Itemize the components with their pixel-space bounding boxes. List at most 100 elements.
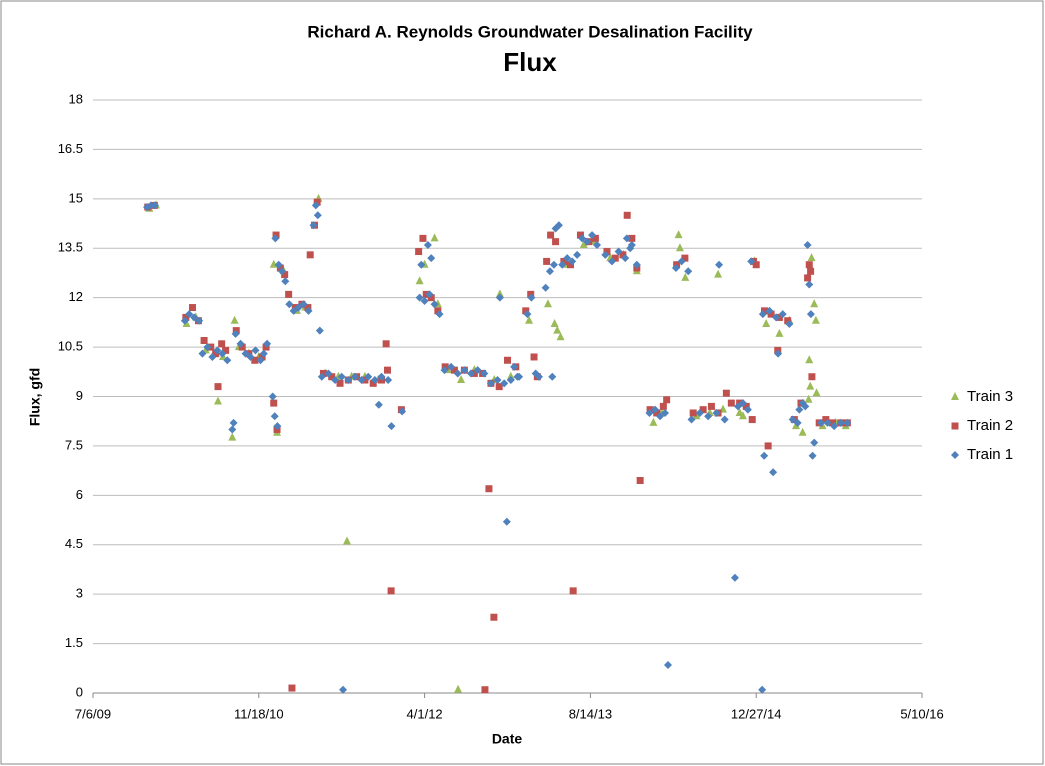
data-point [387, 422, 396, 431]
data-point [601, 250, 610, 259]
data-point [506, 371, 515, 380]
data-point [294, 303, 303, 312]
data-point [398, 407, 407, 416]
data-point [481, 686, 489, 694]
data-point [364, 372, 373, 381]
x-tick-label: 12/27/14 [731, 706, 782, 721]
data-point [382, 340, 390, 348]
data-point [278, 267, 287, 276]
data-point [270, 412, 279, 421]
data-point [288, 684, 296, 692]
data-point [467, 369, 476, 378]
data-point [500, 379, 509, 388]
data-point [681, 272, 690, 281]
data-point [545, 267, 554, 276]
data-point [810, 438, 819, 447]
data-point [473, 366, 482, 375]
data-point [370, 376, 379, 385]
data-point [336, 379, 344, 387]
data-point [457, 375, 466, 384]
data-point [830, 422, 839, 431]
data-point [480, 369, 489, 378]
data-point [223, 356, 232, 365]
data-point [324, 369, 333, 378]
data-point [251, 346, 260, 355]
data-point [554, 221, 563, 230]
data-point [743, 405, 752, 414]
data-point [241, 349, 250, 358]
data-point [419, 234, 427, 242]
data-point [563, 254, 572, 263]
data-point [806, 381, 815, 390]
data-point [663, 660, 672, 669]
data-point [843, 418, 852, 427]
data-point [752, 261, 760, 269]
data-point [515, 372, 524, 381]
data-point [748, 416, 756, 424]
data-point [486, 379, 495, 388]
data-point [614, 247, 623, 256]
data-point [228, 425, 237, 434]
data-point [747, 257, 756, 266]
y-axis-title: Flux, gfd [27, 368, 43, 426]
data-point [804, 394, 813, 403]
data-point [677, 257, 686, 266]
data-point [230, 315, 239, 324]
data-point [588, 231, 597, 240]
data-point [730, 573, 739, 582]
data-point [415, 248, 423, 256]
data-point [490, 613, 498, 621]
data-point [387, 587, 395, 595]
data-point [788, 415, 797, 424]
data-point [420, 296, 429, 305]
x-axis-title: Date [492, 731, 523, 747]
data-point [256, 356, 265, 365]
data-point [285, 300, 294, 309]
data-point [804, 274, 812, 282]
legend-label: Train 2 [967, 417, 1013, 434]
data-point [313, 211, 322, 220]
data-point [263, 339, 272, 348]
data-point [350, 372, 359, 381]
data-point [689, 409, 697, 417]
data-point [623, 211, 631, 219]
y-tick-label: 10.5 [58, 339, 83, 354]
data-point [687, 415, 696, 424]
legend-marker [951, 451, 959, 459]
data-point [627, 240, 636, 249]
data-point [289, 306, 298, 315]
data-point [460, 366, 469, 375]
y-tick-label: 6 [76, 487, 83, 502]
data-point [317, 372, 326, 381]
data-point [738, 399, 747, 408]
data-point [299, 300, 308, 309]
data-point [556, 332, 565, 341]
data-point [274, 260, 283, 269]
data-point [805, 355, 814, 364]
data-point [357, 376, 366, 385]
data-point [198, 349, 207, 358]
data-point [812, 388, 821, 397]
data-point [268, 392, 277, 401]
data-point [525, 315, 534, 324]
data-point [485, 485, 493, 493]
data-point [281, 277, 290, 286]
data-point [453, 369, 462, 378]
data-point [337, 372, 346, 381]
data-point [200, 336, 208, 344]
data-point [760, 451, 769, 460]
data-point [504, 356, 511, 364]
data-point [203, 343, 212, 352]
data-point [684, 267, 693, 276]
data-point [550, 319, 559, 328]
data-point [218, 349, 227, 358]
data-point [425, 290, 434, 299]
data-point [573, 250, 582, 259]
data-point [645, 408, 654, 417]
data-point [568, 257, 577, 266]
data-point [502, 517, 511, 526]
data-point [808, 373, 816, 381]
data-point [208, 352, 217, 361]
chart-title: Richard A. Reynolds Groundwater Desalina… [307, 22, 753, 41]
data-point [785, 320, 794, 329]
